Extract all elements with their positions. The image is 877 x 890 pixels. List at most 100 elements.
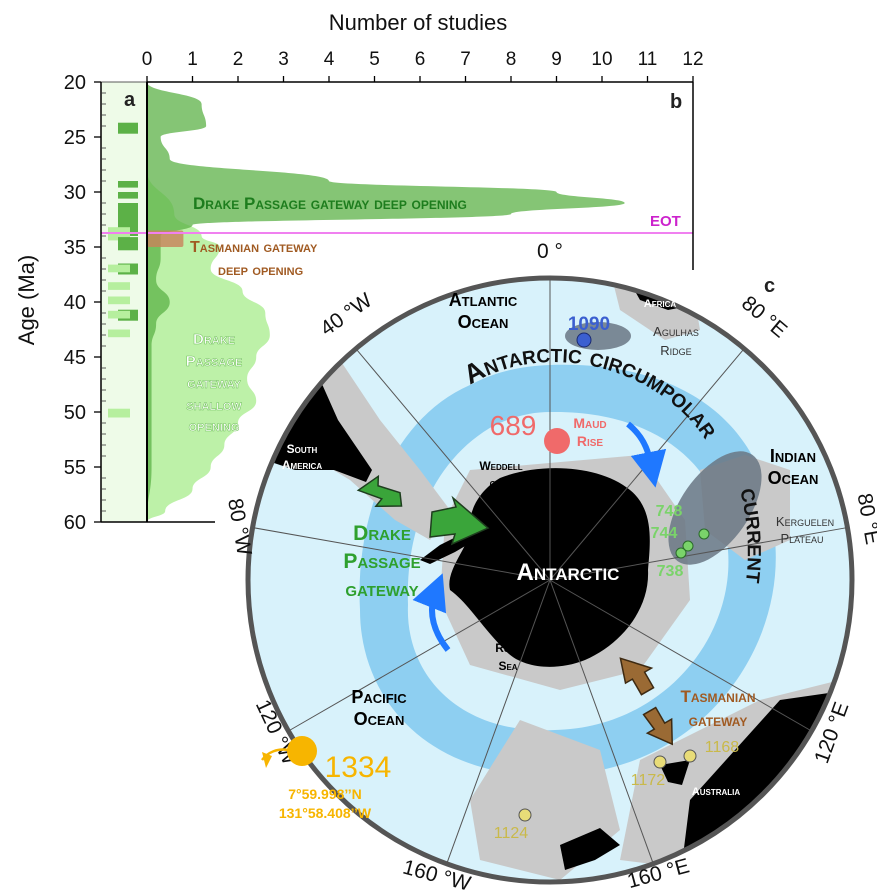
drake-green-arrows [356, 474, 490, 546]
studies-tick-label: 12 [682, 49, 703, 70]
kerguelen-plateau [668, 451, 762, 565]
studies-tick-label: 1 [187, 49, 198, 70]
tasman-brown-arrows [619, 657, 674, 746]
agulhas-label-1: Agulhas [653, 324, 699, 339]
sample-bar [108, 329, 130, 338]
meridian-line [549, 579, 812, 732]
site-1334-label: 1334 [325, 751, 392, 784]
site-1334-longitude: 131°58.408’’W [279, 805, 372, 821]
kerguelen-label-1: Kerguelen [776, 514, 834, 529]
current-blue-arrows [412, 421, 667, 652]
panel-a-label: a [124, 89, 136, 111]
deep-opening-area [147, 82, 625, 522]
drake-shallow-label-3: gateway [187, 375, 241, 392]
sample-bar [118, 237, 138, 251]
age-axis-ticks: 20 25 30 35 40 45 50 55 60 [64, 72, 106, 534]
age-tick-label: 35 [64, 237, 86, 259]
studies-tick-label: 7 [460, 49, 471, 70]
studies-tick-label: 6 [415, 49, 426, 70]
site-748-marker [698, 528, 710, 540]
new-zealand-land [560, 828, 620, 870]
meridian-label: 80 °E [737, 292, 791, 343]
blue-arrow-west [412, 573, 451, 652]
tasmania-land [660, 760, 690, 785]
studies-tick-label: 9 [551, 49, 562, 70]
site-1334-pointer-head-icon [262, 752, 272, 768]
age-tick-label: 60 [64, 512, 86, 534]
site-738-label: 738 [657, 563, 684, 580]
sample-bar [108, 310, 130, 319]
site-1090-label: 1090 [568, 314, 610, 335]
age-tick-label: 20 [64, 72, 86, 94]
site-1334-latitude: 7°59.998’’N [288, 786, 362, 802]
site-1168-marker [683, 749, 697, 763]
site-1172-marker [653, 755, 667, 769]
sample-bar [108, 296, 130, 305]
sample-bar [118, 192, 138, 199]
studies-tick-label: 8 [506, 49, 517, 70]
x-axis-title: Number of studies [329, 10, 508, 35]
drake-shallow-label-2: Passage [186, 353, 242, 370]
meridian-line [355, 348, 551, 581]
drake-shallow-label-1: Drake [193, 331, 235, 348]
site-1090-marker [576, 332, 592, 348]
age-tick-label: 30 [64, 182, 86, 204]
tasman-arrow-north [619, 657, 655, 696]
y-axis-title: Age (Ma) [14, 255, 39, 345]
ross-sea-label-1: Ross [495, 641, 521, 655]
age-tick-label: 45 [64, 347, 86, 369]
pacific-ocean-label-2: Ocean [354, 709, 405, 729]
panel-b-label: b [670, 91, 682, 113]
sample-bar [118, 181, 138, 188]
site-689-marker [544, 428, 570, 454]
tasmanian-gateway-label-2: gateway [689, 711, 748, 730]
drill-sites: 1090 689 748 744 738 1168 1172 1124 1334… [261, 314, 740, 842]
sample-bar [108, 408, 130, 418]
drake-deep-label: Drake Passage gateway deep opening [193, 194, 467, 213]
south-america-shelf [300, 350, 450, 540]
pacific-ocean-label-1: Pacific [351, 687, 407, 707]
australia-label: Australia [692, 786, 741, 798]
tasman-arrow-south [642, 706, 674, 746]
blue-arrow-east [626, 421, 667, 488]
atlantic-ocean-label-2: Ocean [458, 312, 509, 332]
ross-sea-label-2: Sea [498, 659, 517, 673]
site-744-label: 744 [651, 525, 678, 542]
kerguelen-label-2: Plateau [780, 531, 823, 546]
maud-rise-label-1: Maud [573, 415, 606, 431]
tasmanian-gateway-label-1: Tasmanian [680, 687, 755, 706]
meridian-label: 80 °E [853, 491, 877, 546]
site-744-marker [682, 540, 694, 552]
drake-passage-label-3: gateway [345, 578, 418, 601]
meridian-line [288, 579, 551, 732]
agulhas-label-2: Ridge [660, 343, 691, 358]
sample-bar [118, 122, 138, 134]
studies-tick-label: 2 [233, 49, 244, 70]
site-1124-marker [518, 808, 532, 822]
age-tick-label: 25 [64, 127, 86, 149]
eot-label: EOT [650, 213, 681, 230]
antarctic-label: Antarctic [517, 559, 620, 586]
site-689-label: 689 [490, 410, 537, 441]
tasman-deep-label-1: Tasmanian gateway [190, 239, 318, 256]
meridian-line [549, 527, 848, 581]
age-tick-label: 55 [64, 457, 86, 479]
maud-rise-label-2: Rise [577, 433, 604, 449]
weddell-gyre-label-1: Weddell [479, 459, 522, 473]
tasman-opening-bar [147, 230, 184, 247]
site-1168-label: 1168 [705, 739, 740, 756]
studies-tick-label: 5 [369, 49, 380, 70]
tasman-deep-label-2: deep opening [218, 262, 303, 279]
meridian-line [549, 579, 654, 864]
age-tick-label: 40 [64, 292, 86, 314]
panel-a-bars [108, 122, 138, 418]
studies-axis-ticks: 0 1 2 3 4 5 6 7 8 9 10 11 12 [142, 49, 704, 82]
drake-shallow-label-5: opening [189, 418, 240, 435]
panel-a [100, 81, 148, 523]
drake-passage-label-1: Drake [353, 522, 411, 545]
meridian-label: 0 ° [537, 240, 563, 263]
indian-ocean-label-2: Ocean [768, 468, 819, 488]
atlantic-ocean-label-1: Atlantic [449, 290, 518, 310]
